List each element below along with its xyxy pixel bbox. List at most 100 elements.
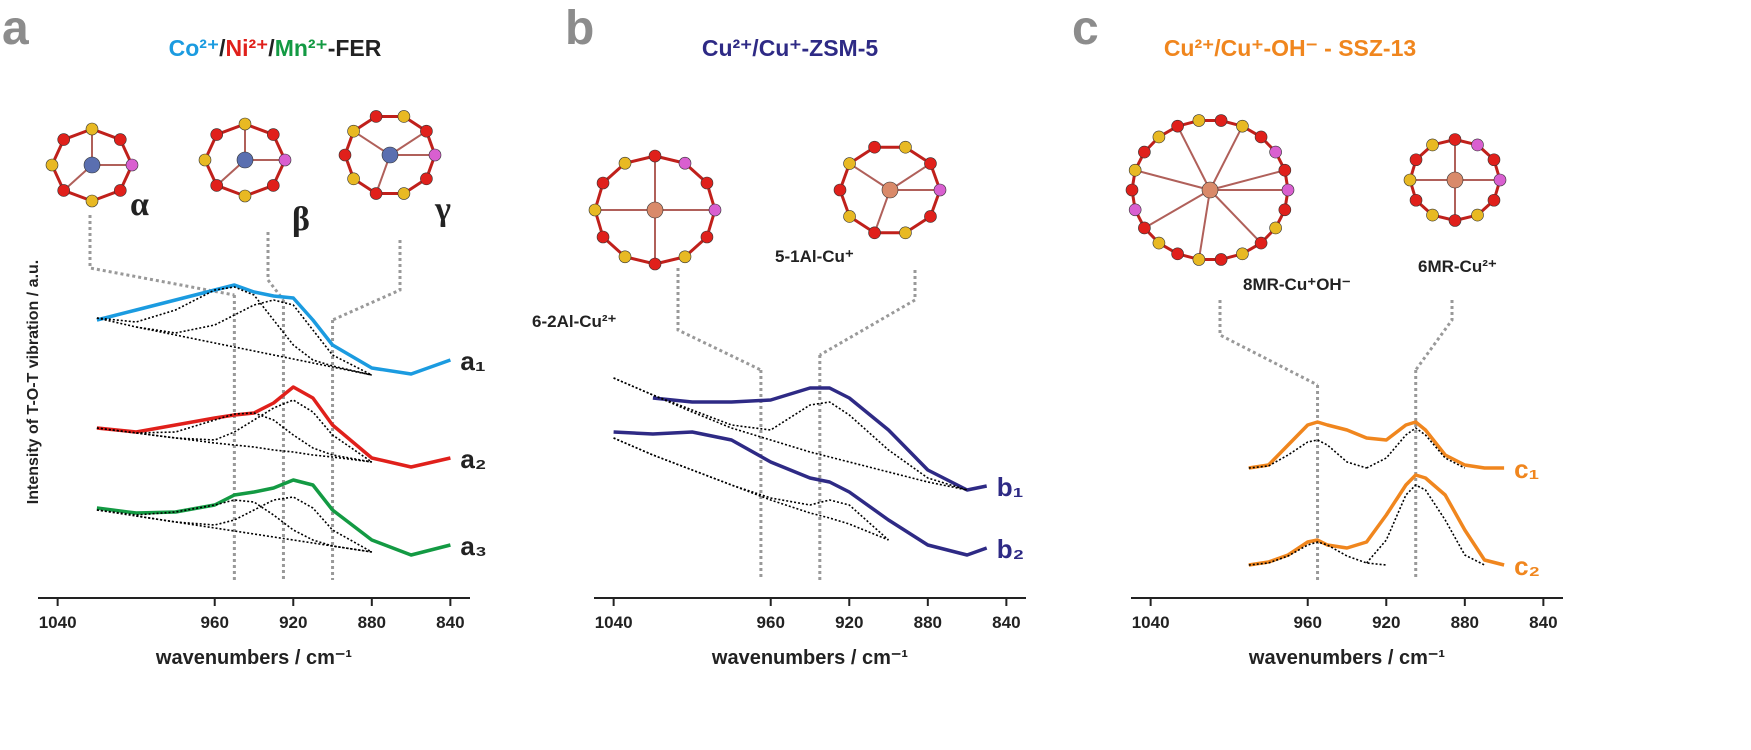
x-tick-label: 960 xyxy=(757,613,785,632)
structure xyxy=(198,117,292,203)
metal-atom xyxy=(83,156,101,174)
fit-component xyxy=(96,317,372,376)
bond xyxy=(1209,169,1286,191)
x-tick-label: 880 xyxy=(914,613,942,632)
atom xyxy=(618,250,632,264)
atom xyxy=(1471,138,1484,152)
atom xyxy=(1254,130,1268,144)
bond xyxy=(1143,189,1211,229)
series-label: c₁ xyxy=(1514,454,1539,484)
atom xyxy=(1152,236,1166,250)
title-part: -FER xyxy=(328,35,382,61)
atom xyxy=(1409,193,1423,207)
title-part: Ni²⁺ xyxy=(225,35,268,61)
fit-component xyxy=(613,437,890,541)
atom xyxy=(1269,221,1282,235)
fit-component xyxy=(1248,541,1387,566)
atom xyxy=(347,172,360,186)
atom xyxy=(678,250,692,264)
spectrum-line xyxy=(96,283,451,376)
atom xyxy=(596,176,610,190)
atom xyxy=(1138,145,1151,159)
bond xyxy=(1176,125,1211,191)
spectrum-line xyxy=(613,430,988,557)
x-tick-label: 840 xyxy=(436,613,464,632)
metal-atom xyxy=(881,181,899,199)
title-part: Cu²⁺/Cu⁺-OH⁻ - SSZ-13 xyxy=(1164,35,1416,61)
metal-atom xyxy=(646,201,664,219)
atom xyxy=(1171,247,1184,261)
metal-atom xyxy=(381,146,399,164)
atom xyxy=(1426,138,1439,152)
fit-component xyxy=(96,427,372,463)
atom xyxy=(85,194,99,208)
atom xyxy=(648,257,662,271)
spectrum-line xyxy=(96,385,451,469)
x-axis-label: wavenumbers / cm⁻¹ xyxy=(711,647,909,669)
atom xyxy=(198,153,212,167)
annotation: γ xyxy=(434,191,451,228)
atom xyxy=(57,133,71,146)
atom xyxy=(238,189,252,203)
atom xyxy=(428,148,442,162)
y-axis-label: Intensity of T-O-T vibration / a.u. xyxy=(25,260,42,504)
atom xyxy=(933,183,947,197)
title-part: Cu²⁺/Cu⁺-ZSM-5 xyxy=(702,35,879,61)
atom xyxy=(369,110,383,123)
bond xyxy=(1209,125,1244,191)
series-label: a₁ xyxy=(460,346,485,376)
x-tick-label: 1040 xyxy=(1132,613,1170,632)
spectrum-line xyxy=(1248,420,1505,470)
guide-connector xyxy=(819,270,917,357)
metal-atom xyxy=(1201,181,1219,199)
atom xyxy=(125,158,139,172)
atom xyxy=(1254,236,1268,250)
atom xyxy=(648,149,662,163)
atom xyxy=(338,148,352,162)
x-tick-label: 880 xyxy=(358,613,386,632)
atom xyxy=(833,183,847,197)
atom xyxy=(1128,203,1142,217)
annotation: 8MR-Cu⁺OH⁻ xyxy=(1243,275,1351,294)
atom xyxy=(1281,183,1295,197)
atom xyxy=(45,158,59,172)
atom xyxy=(1192,253,1206,266)
x-tick-label: 1040 xyxy=(39,613,77,632)
atom xyxy=(700,230,714,244)
panel-letter: c xyxy=(1072,2,1099,55)
guide-connector xyxy=(266,232,285,301)
structure xyxy=(1403,133,1507,227)
fit-component xyxy=(96,286,372,376)
x-tick-label: 1040 xyxy=(595,613,633,632)
fit-component xyxy=(1248,439,1367,469)
x-axis-label: wavenumbers / cm⁻¹ xyxy=(1248,647,1446,669)
fit-component xyxy=(96,509,372,553)
guide-connector xyxy=(1218,300,1319,387)
fit-component xyxy=(136,496,373,553)
atom xyxy=(397,187,411,200)
atom xyxy=(1236,119,1249,133)
title-part: / xyxy=(219,35,226,61)
atom xyxy=(1487,193,1501,207)
metal-atom xyxy=(236,151,254,169)
atom xyxy=(1236,247,1249,261)
annotation: β xyxy=(292,201,310,238)
atom xyxy=(924,210,937,223)
atom xyxy=(1171,119,1184,133)
structure xyxy=(833,140,947,240)
atom xyxy=(1403,173,1417,187)
atom xyxy=(618,156,632,170)
metal-atom xyxy=(1446,171,1464,189)
title-part: Mn²⁺ xyxy=(275,35,328,61)
spectrum-line xyxy=(652,386,988,492)
annotation: α xyxy=(130,186,149,223)
atom xyxy=(868,140,881,154)
atom xyxy=(1493,173,1507,187)
guide-connector xyxy=(88,215,235,297)
atom xyxy=(1487,153,1501,167)
atom xyxy=(1471,208,1484,222)
atom xyxy=(924,157,937,170)
atom xyxy=(1128,163,1142,177)
fit-component xyxy=(96,499,372,553)
